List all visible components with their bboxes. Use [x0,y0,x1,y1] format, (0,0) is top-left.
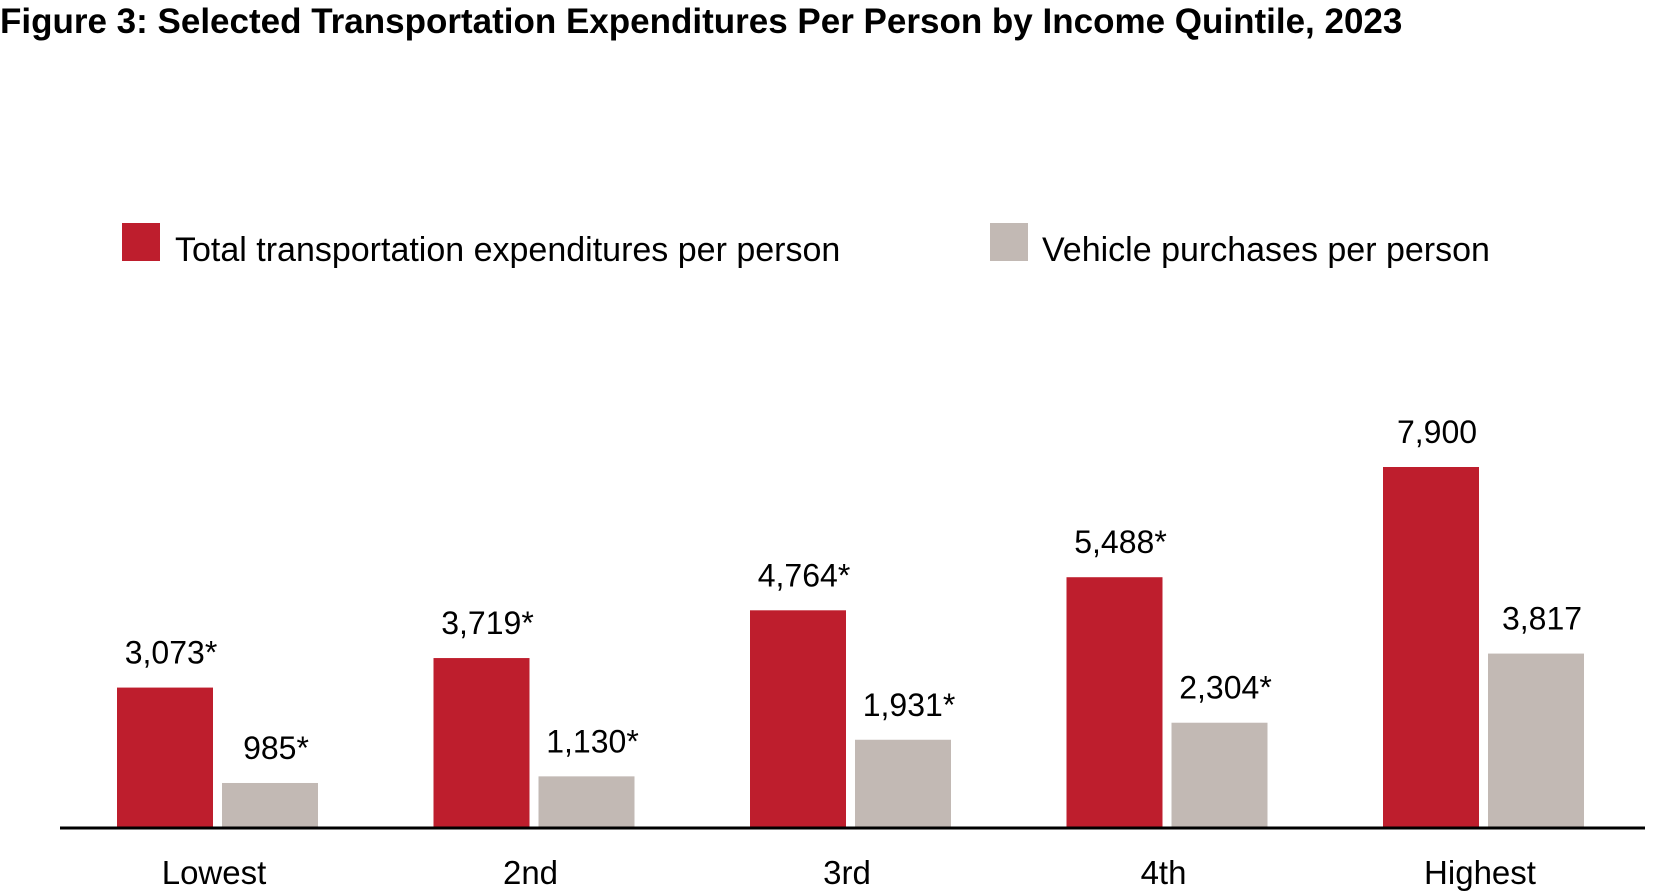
category-label-3rd: 3rd [823,854,871,891]
chart-title: Figure 3: Selected Transportation Expend… [0,2,1403,41]
category-labels: Lowest 2nd 3rd 4th Highest [162,854,1536,891]
legend-label-vehicle: Vehicle purchases per person [1042,231,1490,269]
bar-vehicle-lowest [222,782,318,828]
legend-label-total: Total transportation expenditures per pe… [175,231,840,269]
data-label-vehicle-2nd: 1,130* [546,723,639,759]
category-label-2nd: 2nd [503,854,558,891]
bar-vehicle-highest [1488,653,1584,828]
bar-total-lowest [117,687,213,828]
legend-swatch-vehicle [990,223,1028,261]
bar-vehicle-4th [1171,722,1268,828]
data-label-total-4th: 5,488* [1074,524,1167,560]
bar-total-3rd [750,610,846,828]
data-label-total-3rd: 4,764* [758,557,851,593]
legend-swatch-total [122,223,160,261]
data-label-vehicle-highest: 3,817 [1502,601,1582,637]
category-label-lowest: Lowest [162,854,267,891]
data-label-total-lowest: 3,073* [125,635,218,671]
data-label-vehicle-4th: 2,304* [1179,670,1272,706]
bar-total-4th [1066,577,1163,828]
data-label-vehicle-3rd: 1,931* [863,687,956,723]
bars [117,467,1584,828]
bar-total-highest [1383,467,1479,828]
category-label-highest: Highest [1424,854,1536,891]
bar-vehicle-2nd [538,776,635,828]
bar-labels: 3,073* 985* 3,719* 1,130* 4,764* 1,931* 5,488*… [125,414,1582,766]
data-label-vehicle-lowest: 985* [243,730,309,766]
category-label-4th: 4th [1141,854,1187,891]
data-label-total-highest: 7,900 [1397,414,1477,450]
data-label-total-2nd: 3,719* [441,605,534,641]
bar-vehicle-3rd [855,739,951,828]
bar-total-2nd [433,658,530,828]
legend: Total transportation expenditures per pe… [122,223,1490,269]
